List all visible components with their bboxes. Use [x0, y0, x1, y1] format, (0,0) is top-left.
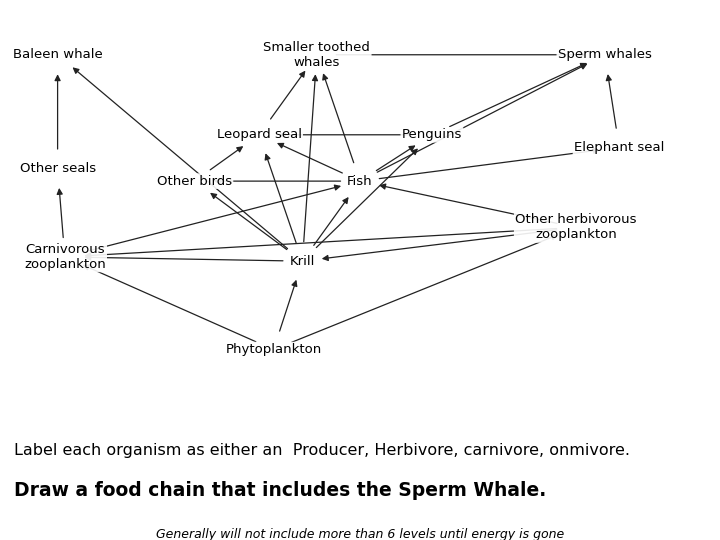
- Text: Krill: Krill: [289, 255, 315, 268]
- Text: Fish: Fish: [347, 174, 373, 187]
- Text: Leopard seal: Leopard seal: [217, 129, 302, 141]
- Text: Other seals: Other seals: [19, 162, 96, 175]
- Text: Elephant seal: Elephant seal: [574, 141, 665, 154]
- Text: Other herbivorous
zooplankton: Other herbivorous zooplankton: [516, 213, 636, 241]
- Text: Penguins: Penguins: [402, 129, 462, 141]
- Text: Smaller toothed
whales: Smaller toothed whales: [264, 40, 370, 69]
- Text: Baleen whale: Baleen whale: [13, 48, 102, 61]
- Text: Label each organism as either an  Producer, Herbivore, carnivore, onmivore.: Label each organism as either an Produce…: [14, 443, 631, 457]
- Text: Phytoplankton: Phytoplankton: [225, 343, 322, 356]
- Text: Carnivorous
zooplankton: Carnivorous zooplankton: [24, 243, 106, 271]
- Text: Sperm whales: Sperm whales: [558, 48, 652, 61]
- Text: Other birds: Other birds: [157, 174, 232, 187]
- Text: Draw a food chain that includes the Sperm Whale.: Draw a food chain that includes the Sper…: [14, 481, 546, 500]
- Text: Generally will not include more than 6 levels until energy is gone: Generally will not include more than 6 l…: [156, 528, 564, 540]
